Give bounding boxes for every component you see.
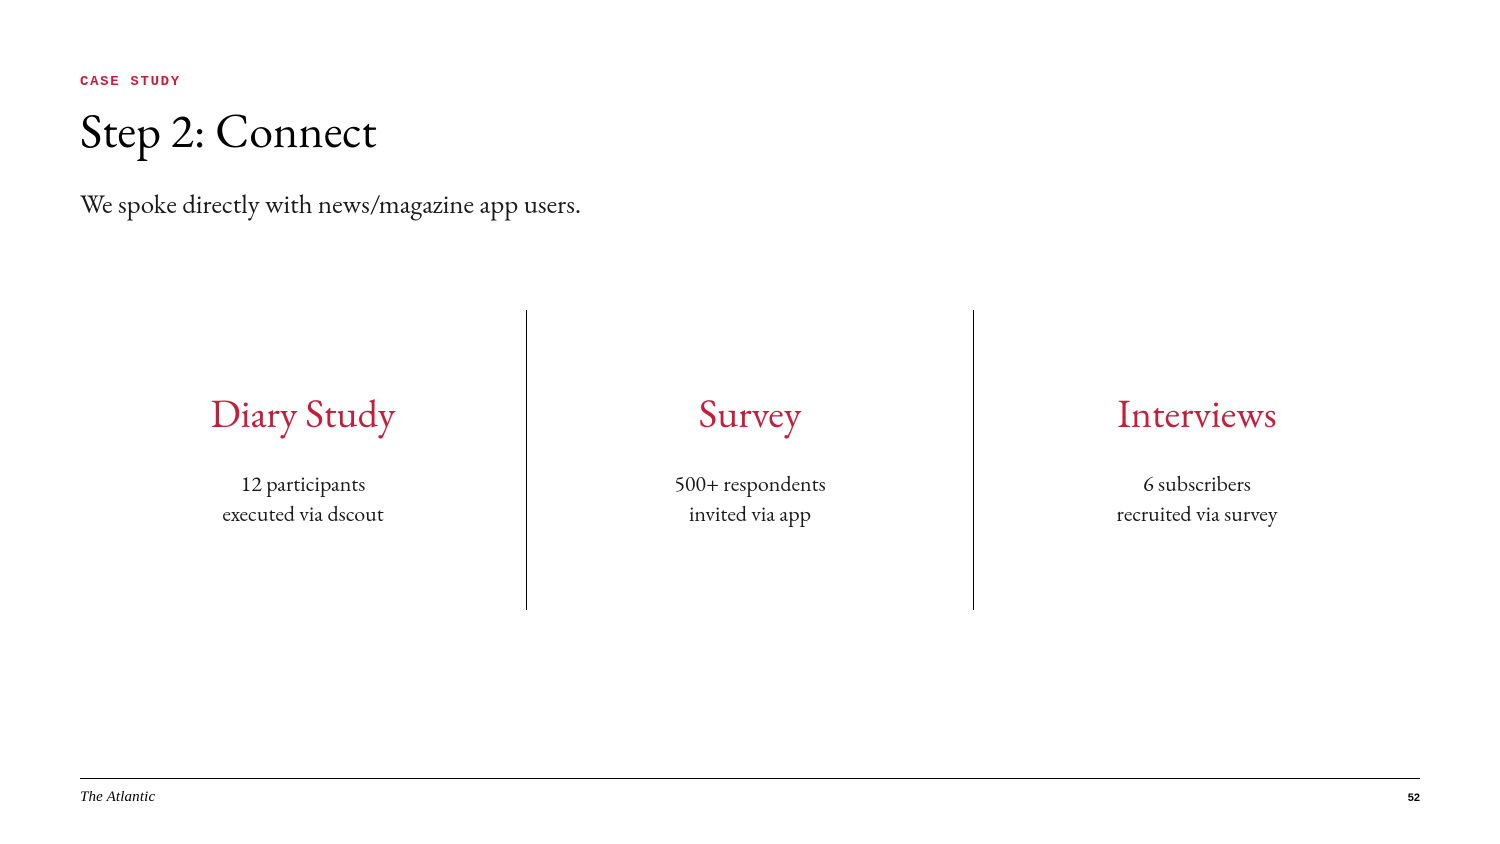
column-detail-line-2: executed via dscout xyxy=(222,499,383,529)
column-detail-line-1: 12 participants xyxy=(241,469,366,499)
column-interviews: Interviews 6 subscribers recruited via s… xyxy=(974,310,1420,610)
column-diary-study: Diary Study 12 participants executed via… xyxy=(80,310,526,610)
columns-container: Diary Study 12 participants executed via… xyxy=(80,310,1420,610)
slide: CASE STUDY Step 2: Connect We spoke dire… xyxy=(0,0,1500,844)
column-title: Diary Study xyxy=(211,391,396,435)
column-title: Interviews xyxy=(1117,391,1276,435)
slide-subtitle: We spoke directly with news/magazine app… xyxy=(80,187,1420,222)
column-detail-line-1: 500+ respondents xyxy=(674,469,825,499)
page-number: 52 xyxy=(1408,792,1420,804)
footer-brand: The Atlantic xyxy=(80,789,155,806)
column-title: Survey xyxy=(699,391,802,435)
column-detail-line-2: recruited via survey xyxy=(1116,499,1277,529)
eyebrow-label: CASE STUDY xyxy=(80,74,1420,90)
column-detail-line-2: invited via app xyxy=(689,499,811,529)
slide-title: Step 2: Connect xyxy=(80,104,1420,159)
slide-footer: The Atlantic 52 xyxy=(80,778,1420,806)
column-survey: Survey 500+ respondents invited via app xyxy=(527,310,973,610)
column-detail-line-1: 6 subscribers xyxy=(1143,469,1251,499)
